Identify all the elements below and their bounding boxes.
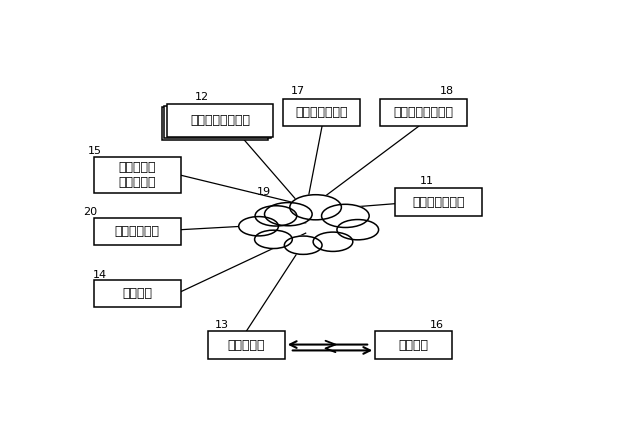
Text: 情報処理端末: 情報処理端末 [115, 225, 160, 238]
FancyBboxPatch shape [94, 280, 180, 307]
FancyBboxPatch shape [380, 99, 467, 126]
FancyBboxPatch shape [94, 218, 180, 245]
FancyBboxPatch shape [395, 188, 482, 216]
Text: 取引所取引サーバ: 取引所取引サーバ [190, 114, 250, 127]
Ellipse shape [290, 195, 341, 220]
Text: 20: 20 [83, 207, 97, 217]
Ellipse shape [255, 206, 297, 226]
Text: 17: 17 [291, 86, 305, 96]
FancyBboxPatch shape [375, 332, 452, 359]
Text: 16: 16 [430, 320, 444, 330]
Text: 決済端末: 決済端末 [399, 339, 429, 352]
Text: 19: 19 [257, 187, 271, 197]
Ellipse shape [239, 216, 278, 236]
FancyBboxPatch shape [164, 106, 271, 138]
Text: 利用者端末: 利用者端末 [228, 339, 265, 352]
Text: 13: 13 [214, 320, 228, 330]
Text: 15: 15 [88, 146, 102, 156]
Ellipse shape [255, 230, 292, 249]
Ellipse shape [284, 236, 322, 254]
Text: 国税局確定
申告サーバ: 国税局確定 申告サーバ [118, 161, 156, 190]
Text: 14: 14 [93, 270, 107, 280]
FancyBboxPatch shape [94, 157, 180, 194]
Text: 12: 12 [195, 92, 209, 102]
Text: 個人情報サーバ: 個人情報サーバ [412, 196, 465, 209]
Text: ニュースサーバ: ニュースサーバ [296, 106, 348, 119]
FancyBboxPatch shape [284, 99, 360, 126]
FancyBboxPatch shape [162, 107, 269, 140]
Text: 18: 18 [440, 86, 454, 96]
FancyBboxPatch shape [167, 104, 273, 137]
Ellipse shape [313, 232, 353, 251]
FancyBboxPatch shape [208, 332, 285, 359]
Ellipse shape [264, 202, 312, 226]
Ellipse shape [337, 220, 379, 240]
Text: 相手端末: 相手端末 [122, 287, 152, 300]
Text: 11: 11 [420, 176, 434, 186]
Text: 取引レートサーバ: 取引レートサーバ [394, 106, 454, 119]
Ellipse shape [321, 204, 369, 228]
